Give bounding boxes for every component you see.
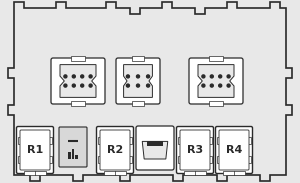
Circle shape bbox=[81, 84, 84, 87]
FancyBboxPatch shape bbox=[132, 101, 144, 106]
Bar bbox=[217, 156, 221, 163]
Bar bbox=[208, 156, 212, 163]
Text: R3: R3 bbox=[187, 145, 203, 155]
Bar bbox=[217, 137, 221, 144]
Bar bbox=[178, 156, 182, 163]
Bar bbox=[98, 156, 102, 163]
FancyBboxPatch shape bbox=[97, 126, 134, 173]
Bar bbox=[24, 171, 46, 175]
Text: R2: R2 bbox=[107, 145, 123, 155]
Text: R4: R4 bbox=[226, 145, 242, 155]
FancyBboxPatch shape bbox=[209, 101, 223, 106]
Circle shape bbox=[126, 75, 129, 78]
Circle shape bbox=[72, 75, 75, 78]
FancyBboxPatch shape bbox=[215, 126, 253, 173]
FancyBboxPatch shape bbox=[71, 101, 85, 106]
Bar bbox=[128, 156, 132, 163]
Bar bbox=[178, 137, 182, 144]
Bar bbox=[184, 171, 206, 175]
Bar bbox=[104, 171, 126, 175]
Circle shape bbox=[227, 75, 230, 78]
FancyBboxPatch shape bbox=[176, 126, 214, 173]
Circle shape bbox=[81, 75, 84, 78]
Circle shape bbox=[89, 75, 92, 78]
FancyBboxPatch shape bbox=[51, 58, 105, 104]
Circle shape bbox=[64, 75, 67, 78]
Circle shape bbox=[202, 84, 205, 87]
Circle shape bbox=[227, 84, 230, 87]
Bar bbox=[48, 156, 52, 163]
Bar bbox=[223, 171, 245, 175]
Bar bbox=[128, 137, 132, 144]
Bar bbox=[98, 137, 102, 144]
Circle shape bbox=[136, 75, 140, 78]
FancyBboxPatch shape bbox=[189, 58, 243, 104]
Circle shape bbox=[136, 84, 140, 87]
Polygon shape bbox=[8, 2, 292, 181]
FancyBboxPatch shape bbox=[209, 56, 223, 61]
Circle shape bbox=[219, 84, 222, 87]
FancyBboxPatch shape bbox=[100, 130, 130, 170]
Circle shape bbox=[89, 84, 92, 87]
Polygon shape bbox=[60, 65, 96, 97]
Bar bbox=[247, 156, 251, 163]
Bar bbox=[75, 155, 78, 159]
FancyBboxPatch shape bbox=[136, 126, 174, 170]
Circle shape bbox=[64, 84, 67, 87]
Bar bbox=[247, 137, 251, 144]
Circle shape bbox=[219, 75, 222, 78]
Polygon shape bbox=[124, 65, 152, 97]
Text: R1: R1 bbox=[27, 145, 43, 155]
Circle shape bbox=[147, 84, 150, 87]
Circle shape bbox=[72, 84, 75, 87]
FancyBboxPatch shape bbox=[71, 56, 85, 61]
Circle shape bbox=[126, 84, 129, 87]
Circle shape bbox=[202, 75, 205, 78]
Bar bbox=[72, 149, 74, 159]
Bar bbox=[18, 156, 22, 163]
Circle shape bbox=[147, 75, 150, 78]
Bar bbox=[208, 137, 212, 144]
Bar bbox=[147, 141, 163, 146]
FancyBboxPatch shape bbox=[180, 130, 210, 170]
Bar bbox=[18, 137, 22, 144]
FancyBboxPatch shape bbox=[132, 56, 144, 61]
Polygon shape bbox=[142, 141, 168, 159]
Polygon shape bbox=[198, 65, 234, 97]
FancyBboxPatch shape bbox=[20, 130, 50, 170]
FancyBboxPatch shape bbox=[16, 126, 53, 173]
Bar bbox=[68, 152, 71, 159]
Bar bbox=[48, 137, 52, 144]
FancyBboxPatch shape bbox=[116, 58, 160, 104]
Circle shape bbox=[210, 75, 213, 78]
FancyBboxPatch shape bbox=[59, 127, 87, 167]
Circle shape bbox=[210, 84, 213, 87]
FancyBboxPatch shape bbox=[219, 130, 249, 170]
